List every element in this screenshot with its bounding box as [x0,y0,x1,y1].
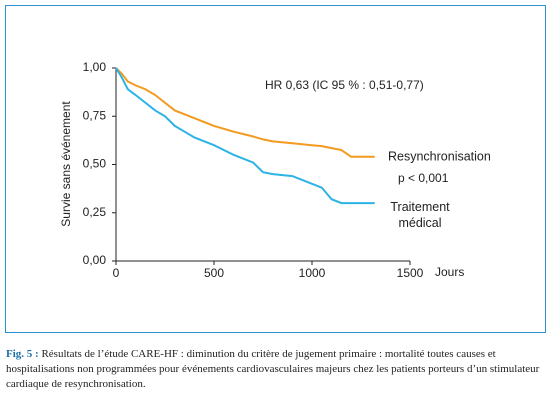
hr-annotation: HR 0,63 (IC 95 % : 0,51-0,77) [265,78,424,92]
y-tick-label: 0,50 [83,157,107,171]
series-line [115,67,375,205]
x-tick-label: 1500 [397,266,424,280]
caption: Fig. 5 : Résultats de l’étude CARE-HF : … [6,347,551,392]
figure-frame [5,5,546,333]
caption-label: Fig. 5 : [6,348,39,360]
y-tick-label: 1,00 [83,60,107,74]
series-line [115,67,375,158]
series-label: Traitement médical [390,200,450,230]
x-tick-label: 500 [204,266,224,280]
x-axis-label: Jours [435,265,464,279]
p-annotation: p < 0,001 [398,171,449,185]
chart: HR 0,63 (IC 95 % : 0,51-0,77) p < 0,001 … [59,60,491,280]
caption-text: Résultats de l’étude CARE-HF : diminutio… [6,348,540,390]
y-axis-label: Survie sans événement [59,101,73,227]
y-tick-label: 0,00 [83,253,107,267]
y-tick-label: 0,25 [83,205,107,219]
x-tick-label: 1000 [299,266,326,280]
series-label: Resynchronisation [388,149,491,163]
x-tick-label: 0 [113,266,120,280]
y-tick-label: 0,75 [83,108,107,122]
